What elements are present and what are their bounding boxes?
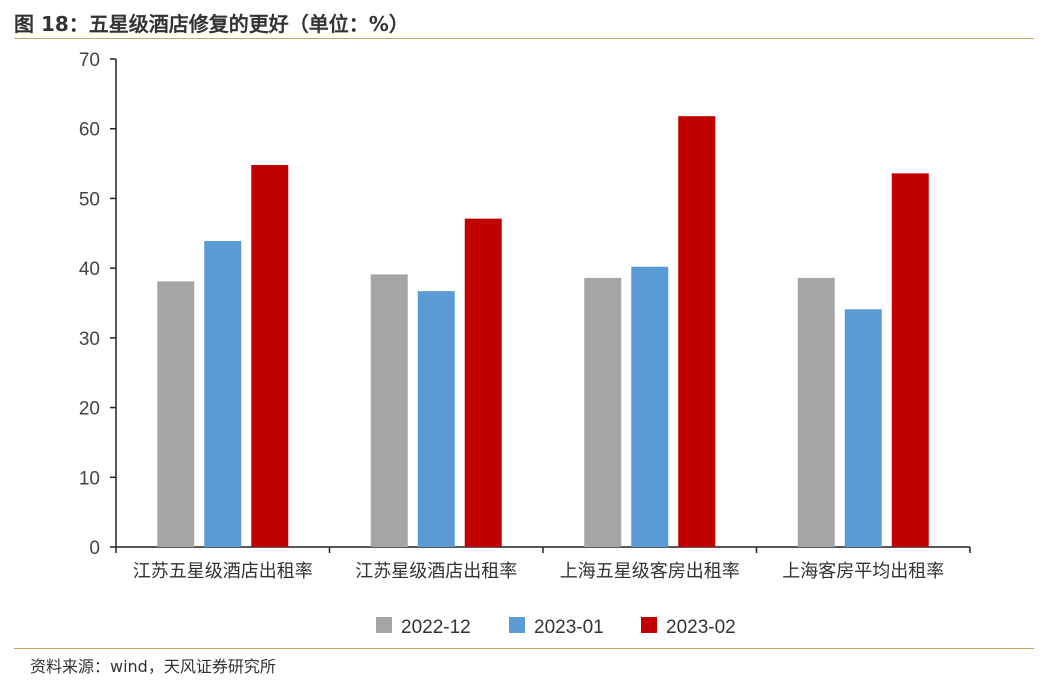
bar-2023-02-2 bbox=[464, 218, 502, 547]
source-note: 资料来源：wind，天风证券研究所 bbox=[30, 657, 276, 676]
y-tick-label: 10 bbox=[79, 468, 100, 489]
y-tick-label: 60 bbox=[79, 120, 100, 141]
y-tick-label: 50 bbox=[79, 189, 100, 210]
x-axis: 江苏五星级酒店出租率 江苏星级酒店出租率 上海五星级客房出租率 上海客房平均出租率 bbox=[115, 546, 971, 582]
category-label: 上海客房平均出租率 bbox=[782, 561, 944, 582]
source-divider bbox=[14, 648, 1034, 649]
y-tick-label: 30 bbox=[79, 329, 100, 350]
legend-label: 2023-02 bbox=[666, 617, 736, 638]
legend-label: 2023-01 bbox=[534, 617, 604, 638]
y-tick-label: 70 bbox=[79, 50, 100, 71]
bar-2022-12-4 bbox=[797, 277, 835, 547]
bar-2023-02-4 bbox=[891, 173, 929, 547]
bar-2022-12-2 bbox=[370, 274, 408, 547]
y-axis: 0 10 20 30 40 50 60 70 bbox=[79, 50, 117, 559]
legend-swatch bbox=[641, 617, 657, 633]
bar-2023-01-4 bbox=[844, 309, 882, 547]
y-tick-label: 20 bbox=[79, 399, 100, 420]
category-label: 江苏五星级酒店出租率 bbox=[133, 561, 313, 582]
bar-2023-01-3 bbox=[631, 266, 669, 547]
bar-2023-01-1 bbox=[204, 240, 242, 547]
chart-title: 图 18：五星级酒店修复的更好（单位：%） bbox=[14, 12, 409, 36]
bar-2022-12-1 bbox=[157, 281, 195, 547]
bar-2022-12-3 bbox=[584, 277, 622, 547]
y-tick-label: 0 bbox=[89, 538, 100, 559]
y-tick-label: 40 bbox=[79, 259, 100, 280]
legend-swatch bbox=[376, 617, 392, 633]
bar-2023-02-3 bbox=[678, 116, 716, 547]
bars bbox=[157, 116, 929, 548]
legend: 2022-12 2023-01 2023-02 bbox=[376, 617, 736, 638]
category-label: 江苏星级酒店出租率 bbox=[355, 561, 517, 582]
category-label: 上海五星级客房出租率 bbox=[560, 561, 740, 582]
bar-2023-02-1 bbox=[251, 164, 289, 548]
title-divider bbox=[14, 38, 1034, 39]
legend-label: 2022-12 bbox=[401, 617, 471, 638]
bar-2023-01-2 bbox=[417, 291, 455, 547]
legend-swatch bbox=[509, 617, 525, 633]
